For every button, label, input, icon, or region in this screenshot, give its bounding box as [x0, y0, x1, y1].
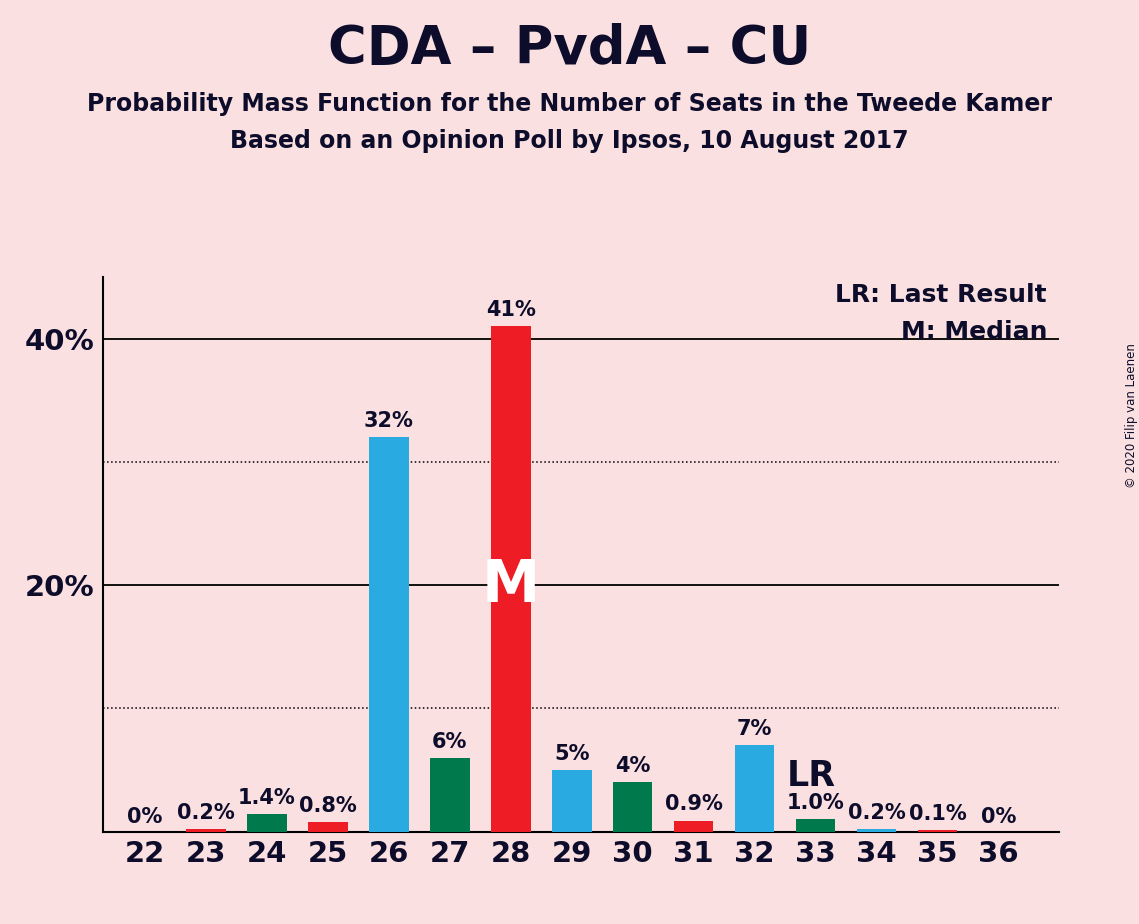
Text: 1.0%: 1.0% — [787, 793, 844, 813]
Bar — [918, 831, 957, 832]
Text: 0.2%: 0.2% — [847, 803, 906, 823]
Bar — [674, 821, 713, 832]
Text: M: M — [482, 556, 540, 614]
Bar — [552, 770, 591, 832]
Bar — [247, 814, 287, 832]
Text: 0%: 0% — [981, 807, 1016, 827]
Text: 1.4%: 1.4% — [238, 788, 296, 808]
Bar — [735, 746, 775, 832]
Text: CDA – PvdA – CU: CDA – PvdA – CU — [328, 23, 811, 75]
Bar — [796, 820, 835, 832]
Text: 6%: 6% — [432, 732, 467, 751]
Text: 0.8%: 0.8% — [300, 796, 357, 816]
Text: 32%: 32% — [364, 411, 413, 432]
Text: 5%: 5% — [554, 744, 590, 764]
Bar — [369, 437, 409, 832]
Bar — [613, 783, 653, 832]
Text: © 2020 Filip van Laenen: © 2020 Filip van Laenen — [1124, 344, 1138, 488]
Bar — [187, 829, 226, 832]
Text: 0.1%: 0.1% — [909, 804, 966, 824]
Text: 4%: 4% — [615, 756, 650, 776]
Text: 7%: 7% — [737, 719, 772, 739]
Text: LR: LR — [786, 759, 835, 793]
Text: 0.9%: 0.9% — [665, 795, 722, 814]
Text: Based on an Opinion Poll by Ipsos, 10 August 2017: Based on an Opinion Poll by Ipsos, 10 Au… — [230, 129, 909, 153]
Text: M: Median: M: Median — [901, 321, 1047, 345]
Bar — [309, 821, 347, 832]
Text: LR: Last Result: LR: Last Result — [836, 284, 1047, 308]
Text: 41%: 41% — [486, 300, 535, 321]
Text: 0%: 0% — [128, 807, 163, 827]
Text: 0.2%: 0.2% — [178, 803, 235, 823]
Bar — [431, 758, 469, 832]
Text: Probability Mass Function for the Number of Seats in the Tweede Kamer: Probability Mass Function for the Number… — [87, 92, 1052, 116]
Bar — [857, 829, 896, 832]
Bar — [491, 326, 531, 832]
